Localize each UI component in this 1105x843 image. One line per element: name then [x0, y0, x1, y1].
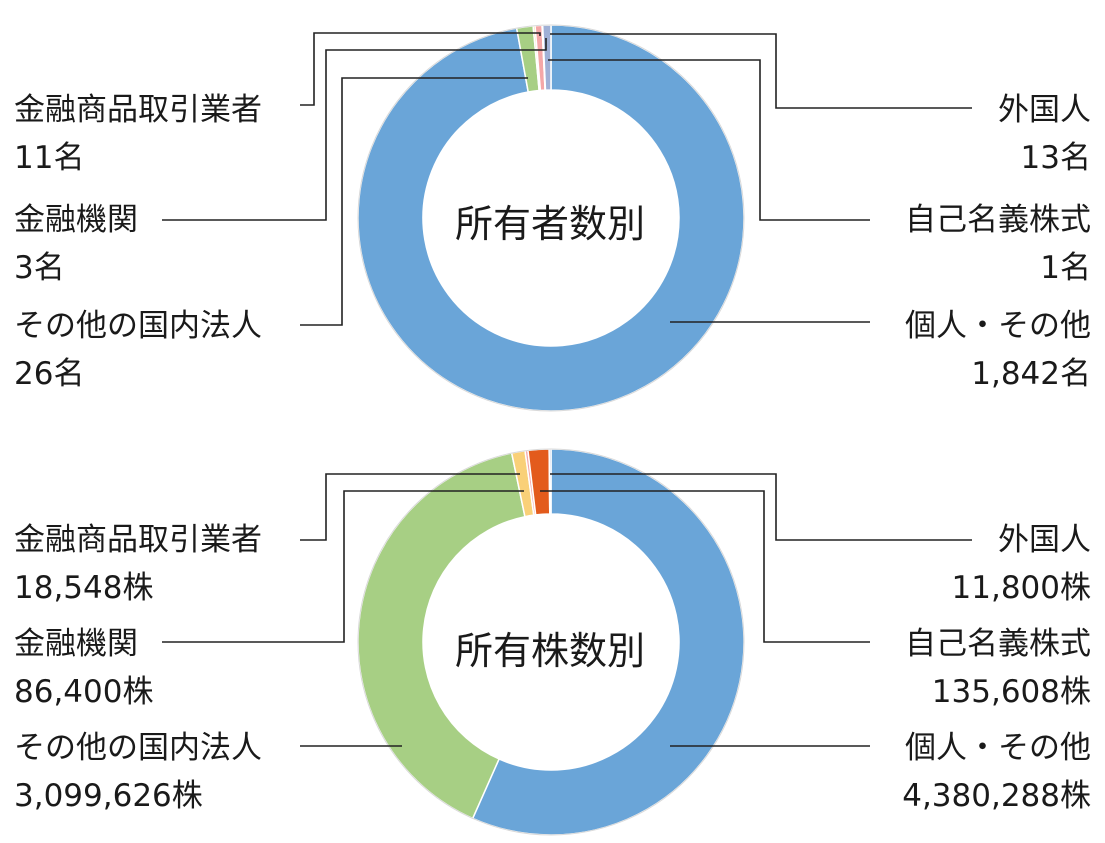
label-value: 26名 [14, 356, 85, 392]
label-bottom-foreign: 外国人 11,800株 [952, 516, 1091, 612]
label-value: 11,800株 [951, 570, 1091, 606]
label-name: 外国人 [998, 92, 1091, 128]
label-name: その他の国内法人 [14, 308, 262, 344]
label-value: 4,380,288株 [902, 778, 1091, 814]
label-bottom-individual: 個人・その他 4,380,288株 [902, 724, 1091, 820]
label-name: 個人・その他 [905, 730, 1091, 766]
label-top-individual: 個人・その他 1,842名 [905, 302, 1091, 398]
label-top-financial-institutions: 金融機関 3名 [14, 196, 138, 292]
label-value: 3名 [14, 250, 65, 286]
leader-top-other-domestic [300, 77, 528, 326]
label-name: 自己名義株式 [905, 626, 1091, 662]
donut-slice-1-5 [548, 448, 552, 515]
leader-bottom-foreign [550, 473, 972, 541]
label-top-other-domestic: その他の国内法人 26名 [14, 302, 262, 398]
label-name: その他の国内法人 [14, 730, 262, 766]
leader-lines [162, 32, 972, 747]
donut-shares-title: 所有株数別 [454, 629, 645, 673]
label-value: 86,400株 [14, 674, 154, 710]
label-value: 135,608株 [931, 674, 1091, 710]
leader-top-foreign [550, 33, 972, 109]
label-bottom-financial-institutions: 金融機関 86,400株 [14, 620, 153, 716]
label-value: 1,842名 [971, 356, 1091, 392]
label-value: 1名 [1040, 250, 1091, 286]
label-bottom-other-domestic: その他の国内法人 3,099,626株 [14, 724, 262, 820]
label-name: 金融機関 [14, 202, 138, 238]
label-value: 13名 [1020, 140, 1091, 176]
donut-owners-title: 所有者数別 [454, 202, 645, 246]
label-top-foreign: 外国人 13名 [998, 86, 1091, 182]
label-name: 外国人 [998, 522, 1091, 558]
leader-top-financial-instruments [300, 32, 541, 106]
leader-top-treasury [548, 59, 870, 221]
donut-outline-1 [357, 448, 745, 836]
donut-outline-0 [357, 24, 745, 412]
label-value: 3,099,626株 [14, 778, 203, 814]
label-name: 自己名義株式 [905, 202, 1091, 238]
label-name: 個人・その他 [905, 308, 1091, 344]
label-name: 金融商品取引業者 [14, 92, 262, 128]
label-bottom-financial-instruments: 金融商品取引業者 18,548株 [14, 516, 262, 612]
label-name: 金融機関 [14, 626, 138, 662]
leader-bottom-financial-instruments [300, 473, 520, 541]
label-top-financial-instruments: 金融商品取引業者 11名 [14, 86, 262, 182]
leader-bottom-financial-institutions [162, 490, 524, 643]
leader-top-financial-institutions [162, 38, 547, 221]
label-name: 金融商品取引業者 [14, 522, 262, 558]
donut-owners [357, 24, 745, 412]
leader-bottom-treasury [540, 490, 870, 643]
donut-shares [357, 448, 745, 836]
label-value: 11名 [14, 140, 85, 176]
label-value: 18,548株 [14, 570, 154, 606]
label-top-treasury: 自己名義株式 1名 [905, 196, 1091, 292]
label-bottom-treasury: 自己名義株式 135,608株 [905, 620, 1091, 716]
